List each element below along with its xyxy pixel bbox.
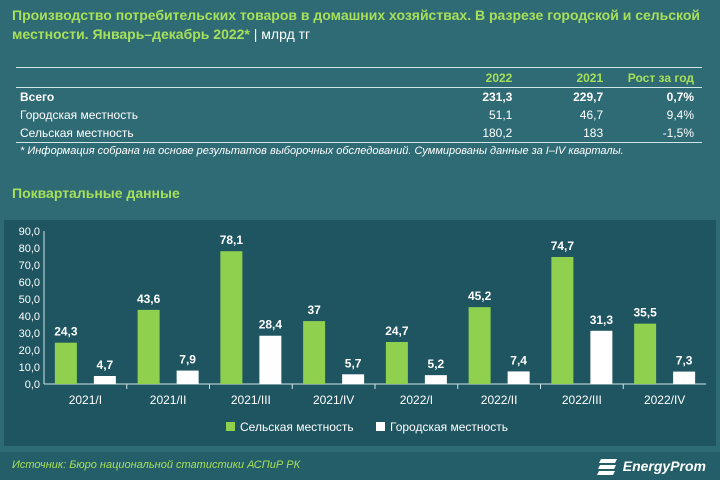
legend-urban-swatch <box>376 422 385 431</box>
bar-urban <box>259 335 282 384</box>
summary-header-2022: 2022 <box>322 67 521 88</box>
x-tick-label: 2021/II <box>150 393 187 407</box>
chart-panel: 0,0 10,0 20,0 30,0 40,0 50,0 60,0 70,0 80,0 90,0 2… <box>4 220 716 446</box>
data-label-urban: 7,3 <box>676 354 693 368</box>
x-tick-label: 2022/I <box>400 393 433 407</box>
y-tick-label: 30,0 <box>19 328 40 340</box>
bar-urban <box>590 330 613 384</box>
summary-header-row: 2022 2021 Рост за год <box>16 67 702 88</box>
bar-rural <box>137 309 160 384</box>
summary-table: 2022 2021 Рост за год Всего 231,3 229,7 … <box>16 67 702 143</box>
x-tick-label: 2022/II <box>481 393 518 407</box>
data-label-rural: 24,3 <box>54 325 78 339</box>
source-note: Источник: Бюро национальной статистики А… <box>12 459 301 471</box>
data-label-urban: 7,9 <box>179 353 196 367</box>
summary-header-label <box>16 67 323 88</box>
data-label-rural: 74,7 <box>551 239 575 253</box>
summary-row-total: Всего 231,3 229,7 0,7% <box>16 88 702 107</box>
summary-row-2021: 183 <box>520 124 612 143</box>
bar-urban <box>424 375 447 384</box>
data-label-rural: 78,1 <box>220 233 244 247</box>
data-label-rural: 43,6 <box>137 292 161 306</box>
summary-row-label: Всего <box>20 90 55 104</box>
bar-urban <box>93 376 116 384</box>
bar-rural <box>551 257 574 384</box>
y-tick-label: 10,0 <box>19 362 40 374</box>
summary-row-label: Сельская местность <box>16 124 323 143</box>
y-tick-label: 90,0 <box>19 226 40 238</box>
bar-rural <box>385 342 408 384</box>
data-label-urban: 4,7 <box>97 358 114 372</box>
legend-urban-label: Городская местность <box>390 420 508 434</box>
data-label-urban: 5,2 <box>428 357 445 371</box>
bar-rural <box>468 307 491 384</box>
y-tick-label: 60,0 <box>19 277 40 289</box>
summary-row-growth: -1,5% <box>611 124 702 143</box>
data-label-rural: 37 <box>307 303 321 317</box>
logo-icon <box>596 459 617 475</box>
y-tick-label: 40,0 <box>19 311 40 323</box>
legend-rural-swatch <box>226 422 235 431</box>
x-tick-label: 2021/III <box>231 393 271 407</box>
bar-urban <box>673 371 696 384</box>
y-tick-label: 70,0 <box>19 260 40 272</box>
summary-row-label: Городская местность <box>20 108 138 122</box>
y-tick-label: 80,0 <box>19 243 40 255</box>
y-tick-label: 20,0 <box>19 345 40 357</box>
data-label-urban: 28,4 <box>259 318 283 332</box>
data-label-rural: 45,2 <box>468 289 492 303</box>
y-tick-label: 50,0 <box>19 294 40 306</box>
section-title: Поквартальные данные <box>12 185 180 201</box>
title-main: Производство потребительских товаров в д… <box>12 7 701 42</box>
x-tick-label: 2022/IV <box>644 393 685 407</box>
summary-row-growth: 9,4% <box>666 108 694 122</box>
footnote: * Информация собрана на основе результат… <box>20 145 624 157</box>
data-label-urban: 7,4 <box>510 353 527 367</box>
data-label-urban: 5,7 <box>345 356 362 370</box>
summary-row-2022: 51,1 <box>488 108 513 122</box>
title-unit: | млрд тг <box>249 26 311 42</box>
bar-rural <box>54 342 77 384</box>
summary-row-2021: 229,7 <box>573 90 604 104</box>
y-tick-label: 0,0 <box>25 379 40 391</box>
x-tick-label: 2021/IV <box>313 393 354 407</box>
bar-urban <box>342 374 365 384</box>
x-tick-label: 2021/I <box>69 393 102 407</box>
summary-row-2022: 180,2 <box>322 124 521 143</box>
logo: EnergyProm <box>596 455 706 477</box>
bar-urban <box>176 370 199 384</box>
summary-row-2021: 46,7 <box>579 108 604 122</box>
summary-row-urban: Городская местность 51,1 46,7 9,4% <box>16 106 702 124</box>
bar-rural <box>634 323 657 384</box>
summary-row-growth: 0,7% <box>666 90 694 104</box>
bar-chart: 0,0 10,0 20,0 30,0 40,0 50,0 60,0 70,0 80,0 90,0 2… <box>19 226 706 434</box>
summary-row-rural: Сельская местность 180,2 183 -1,5% <box>16 124 702 143</box>
summary-header-2021: 2021 <box>520 67 612 88</box>
bar-rural <box>220 251 243 384</box>
data-label-rural: 24,7 <box>385 324 409 338</box>
legend-rural-label: Сельская местность <box>240 420 354 434</box>
chart-title: Производство потребительских товаров в д… <box>12 6 712 44</box>
data-label-rural: 35,5 <box>633 306 657 320</box>
summary-header-growth: Рост за год <box>611 67 702 88</box>
bar-urban <box>507 371 530 384</box>
bar-rural <box>303 321 326 384</box>
logo-text: EnergyProm <box>622 458 706 474</box>
data-label-urban: 31,3 <box>590 313 614 327</box>
x-tick-label: 2022/III <box>562 393 602 407</box>
summary-row-2022: 231,3 <box>482 90 513 104</box>
